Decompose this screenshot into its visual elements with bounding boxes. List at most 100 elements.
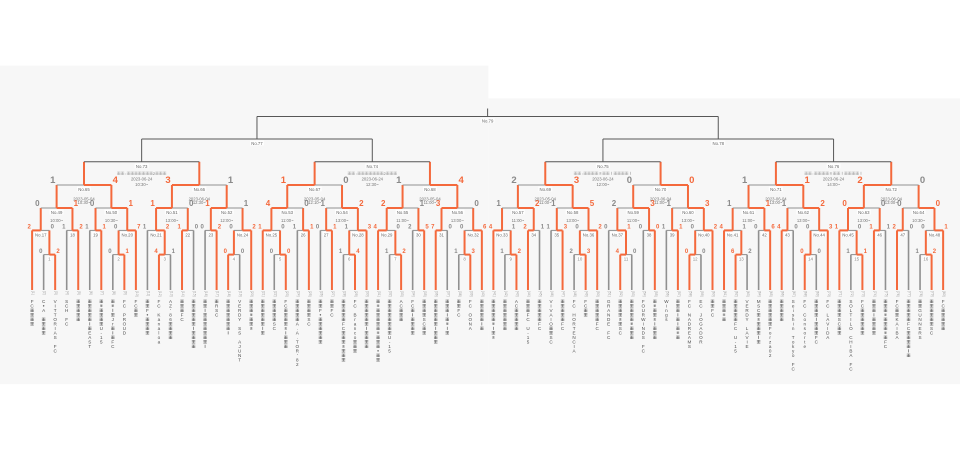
svg-text:T: T: [238, 358, 241, 363]
svg-text:i: i: [793, 308, 794, 313]
svg-text:1: 1: [281, 175, 287, 186]
svg-text:1: 1: [496, 199, 501, 208]
svg-text:F: F: [342, 322, 345, 327]
svg-text:o: o: [803, 331, 806, 336]
svg-text:[52]: [52]: [619, 291, 623, 297]
svg-text:F: F: [527, 313, 530, 318]
svg-text:5: 5: [425, 225, 429, 231]
svg-text:No.17: No.17: [35, 232, 47, 237]
svg-text:S: S: [930, 326, 933, 331]
svg-text:0: 0: [460, 225, 464, 231]
svg-text:I: I: [850, 317, 851, 322]
svg-text:I: I: [550, 304, 551, 309]
svg-text:V: V: [550, 299, 554, 304]
svg-text:3: 3: [163, 256, 166, 261]
svg-text:C: C: [215, 313, 219, 318]
svg-text:38: 38: [647, 232, 652, 237]
svg-text:J: J: [239, 344, 241, 349]
svg-text:F: F: [815, 335, 818, 340]
svg-text:F: F: [907, 322, 910, 327]
svg-text:0: 0: [754, 225, 758, 231]
svg-text:12: 12: [693, 256, 698, 261]
svg-text:K: K: [895, 317, 899, 322]
svg-text:[42]: [42]: [504, 291, 508, 297]
svg-text:n: n: [792, 326, 795, 331]
svg-text:5: 5: [734, 349, 737, 354]
svg-text:C: C: [65, 322, 69, 327]
svg-text:[44]: [44]: [527, 291, 531, 297]
svg-text:8: 8: [463, 256, 466, 261]
svg-text:I: I: [896, 326, 897, 331]
svg-text:1: 1: [662, 225, 666, 231]
svg-text:4: 4: [266, 199, 271, 208]
svg-text:5: 5: [527, 340, 530, 345]
svg-text:[79]: [79]: [931, 291, 935, 297]
svg-text:R: R: [642, 313, 646, 318]
svg-text:No.64: No.64: [913, 210, 925, 215]
svg-text:R: R: [572, 322, 576, 327]
svg-text:1: 1: [126, 249, 130, 255]
svg-text:3: 3: [564, 225, 568, 231]
svg-text:12:30~: 12:30~: [193, 200, 206, 205]
svg-text:C: C: [572, 304, 576, 309]
svg-text:C: C: [30, 304, 34, 309]
svg-text:0: 0: [270, 249, 274, 255]
svg-text:0: 0: [800, 249, 804, 255]
svg-text:R: R: [53, 322, 57, 327]
svg-text:V: V: [826, 322, 830, 327]
svg-text:[72]: [72]: [850, 291, 854, 297]
svg-text:10:30~: 10:30~: [912, 218, 925, 223]
svg-text:[33]: [33]: [400, 291, 404, 297]
svg-text:[16]: [16]: [204, 291, 208, 297]
svg-text:30: 30: [416, 232, 421, 237]
svg-text:4: 4: [356, 249, 360, 255]
svg-text:[31]: [31]: [377, 291, 381, 297]
svg-text:[40]: [40]: [481, 291, 485, 297]
svg-text:E: E: [88, 331, 91, 336]
svg-text:R: R: [215, 304, 219, 309]
svg-text:7: 7: [137, 225, 141, 231]
svg-text:1: 1: [85, 225, 89, 231]
svg-text:2: 2: [714, 225, 718, 231]
svg-text:F: F: [642, 299, 645, 304]
svg-text:C: C: [423, 322, 427, 327]
svg-text:7: 7: [394, 256, 397, 261]
svg-text:R: R: [607, 304, 611, 309]
svg-text:No.51: No.51: [166, 210, 178, 215]
svg-text:D: D: [123, 331, 127, 336]
svg-text:47: 47: [900, 232, 905, 237]
svg-text:e: e: [792, 304, 795, 309]
svg-text:A: A: [849, 353, 853, 358]
svg-text:2: 2: [892, 225, 896, 231]
svg-text:F: F: [792, 362, 795, 367]
svg-text:11:00~: 11:00~: [396, 218, 409, 223]
svg-text:[71]: [71]: [838, 291, 842, 297]
svg-text:F: F: [457, 308, 460, 313]
svg-text:O: O: [699, 317, 703, 322]
svg-text:No.75: No.75: [597, 164, 609, 169]
svg-text:A: A: [238, 340, 242, 345]
svg-text:0: 0: [794, 225, 798, 231]
svg-text:0: 0: [575, 225, 579, 231]
svg-text:1: 1: [541, 225, 545, 231]
svg-text:F: F: [284, 299, 287, 304]
svg-text:[39]: [39]: [469, 291, 473, 297]
svg-text:2: 2: [359, 199, 364, 208]
svg-text:1: 1: [527, 335, 530, 340]
svg-text:1: 1: [500, 249, 504, 255]
svg-text:h: h: [792, 317, 795, 322]
svg-text:1: 1: [102, 225, 106, 231]
svg-text:16: 16: [923, 256, 928, 261]
svg-text:No.63: No.63: [858, 210, 870, 215]
svg-text:C: C: [123, 304, 127, 309]
svg-text:2: 2: [381, 199, 386, 208]
svg-text:[36]: [36]: [435, 291, 439, 297]
svg-text:C: C: [699, 304, 703, 309]
svg-text:11: 11: [624, 256, 629, 261]
svg-text:6: 6: [771, 225, 775, 231]
svg-text:8: 8: [169, 313, 172, 318]
svg-text:2: 2: [598, 225, 602, 231]
svg-text:C: C: [607, 335, 611, 340]
svg-text:H: H: [572, 313, 575, 318]
svg-text:A: A: [895, 335, 899, 340]
